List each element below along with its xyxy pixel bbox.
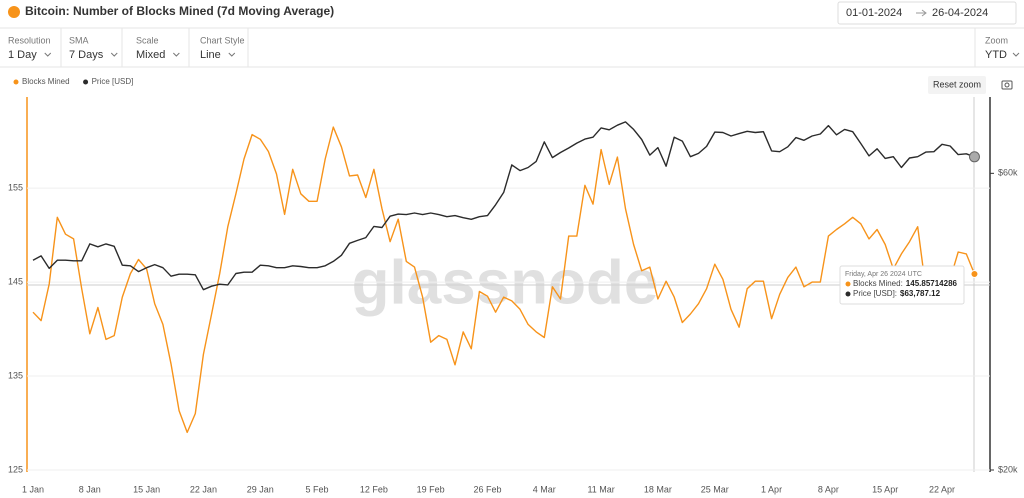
- x-tick-label: 15 Apr: [872, 484, 898, 494]
- x-tick-label: 11 Mar: [587, 484, 614, 494]
- tooltip: [839, 265, 965, 305]
- dropdown-chevron: [172, 52, 180, 57]
- tooltip-value: 145.85714286: [906, 279, 958, 288]
- series-line: [32, 121, 975, 291]
- x-tick-label: 26 Feb: [473, 484, 501, 494]
- tooltip-title: Friday, Apr 26 2024 UTC: [845, 271, 922, 278]
- dropdown-chevron: [228, 52, 236, 57]
- date-arrow: [916, 9, 927, 17]
- control-value[interactable]: Line: [200, 49, 221, 61]
- control-label: Chart Style: [200, 35, 245, 45]
- x-tick-label: 29 Jan: [247, 484, 274, 494]
- x-tick-label: 25 Mar: [701, 484, 729, 494]
- camera-icon[interactable]: [1001, 80, 1013, 90]
- zoom-label: Zoom: [985, 35, 1008, 45]
- legend-swatch: [13, 79, 19, 85]
- x-tick-label: 8 Apr: [818, 484, 839, 494]
- reset-zoom-label[interactable]: Reset zoom: [933, 79, 981, 89]
- x-tick-label: 12 Feb: [360, 484, 388, 494]
- x-tick-label: 22 Apr: [929, 484, 955, 494]
- x-tick-label: 8 Jan: [79, 484, 101, 494]
- x-tick-label: 1 Jan: [22, 484, 44, 494]
- x-tick-label: 22 Jan: [190, 484, 217, 494]
- x-tick-label: 5 Feb: [306, 484, 329, 494]
- control-value[interactable]: 7 Days: [69, 49, 104, 61]
- control-label: Scale: [136, 35, 159, 45]
- control-label: SMA: [69, 35, 89, 45]
- y2-tick-label: $20k: [998, 464, 1018, 474]
- x-tick-label: 15 Jan: [133, 484, 160, 494]
- bitcoin-icon: [8, 6, 20, 18]
- control-value[interactable]: Mixed: [136, 49, 165, 61]
- y-tick-label: 155: [8, 183, 23, 193]
- legend-swatch: [83, 79, 89, 85]
- date-to[interactable]: 26-04-2024: [932, 7, 988, 19]
- zoom-value[interactable]: YTD: [985, 49, 1007, 61]
- x-tick-label: 19 Feb: [417, 484, 445, 494]
- date-from[interactable]: 01-01-2024: [846, 7, 902, 19]
- dropdown-chevron: [1012, 52, 1020, 57]
- reset-zoom-button[interactable]: [928, 76, 986, 94]
- tooltip-value: $63,787.12: [900, 289, 941, 298]
- series-line: [32, 126, 976, 434]
- tooltip-label: Blocks Mined:: [853, 279, 903, 288]
- tooltip-label: Price [USD]:: [853, 289, 897, 298]
- y-tick-label: 135: [8, 370, 23, 380]
- watermark: glassnode: [352, 248, 659, 317]
- y2-tick-label: $60k: [998, 168, 1018, 178]
- x-tick-label: 18 Mar: [644, 484, 672, 494]
- tooltip-swatch: [845, 281, 851, 287]
- x-tick-label: 1 Apr: [761, 484, 782, 494]
- legend-label[interactable]: Blocks Mined: [22, 77, 70, 86]
- dropdown-chevron: [110, 52, 118, 57]
- page-title: Bitcoin: Number of Blocks Mined (7d Movi…: [25, 4, 334, 18]
- date-range[interactable]: [837, 1, 1017, 25]
- control-label: Resolution: [8, 35, 51, 45]
- control-value[interactable]: 1 Day: [8, 49, 37, 61]
- hover-marker: [970, 270, 979, 279]
- y-tick-label: 145: [8, 276, 23, 286]
- y-tick-label: 125: [8, 464, 23, 474]
- legend-label[interactable]: Price [USD]: [92, 77, 134, 86]
- hover-marker: [968, 151, 980, 163]
- tooltip-swatch: [845, 291, 851, 297]
- dropdown-chevron: [44, 52, 52, 57]
- x-tick-label: 4 Mar: [533, 484, 556, 494]
